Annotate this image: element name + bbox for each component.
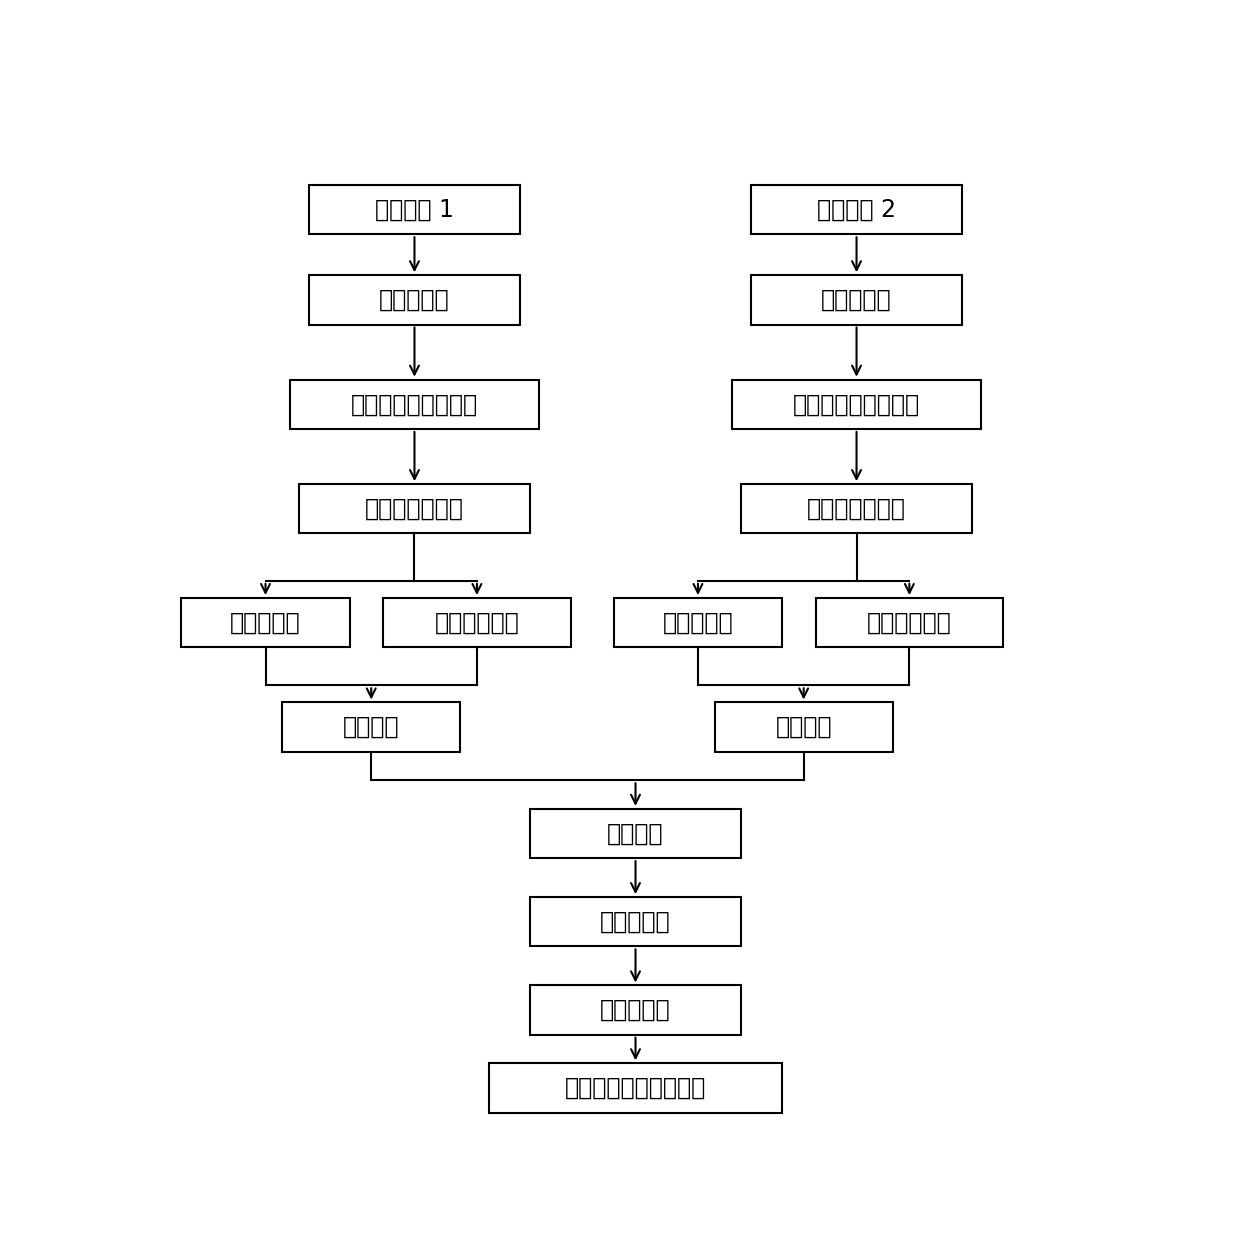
Text: 特征点匹配: 特征点匹配: [600, 997, 671, 1022]
Text: 原始图像 2: 原始图像 2: [817, 197, 897, 222]
FancyBboxPatch shape: [290, 380, 539, 429]
FancyBboxPatch shape: [751, 185, 962, 234]
Text: 权值分配: 权值分配: [343, 715, 399, 739]
Text: 特征点选取: 特征点选取: [600, 910, 671, 933]
FancyBboxPatch shape: [383, 598, 570, 647]
Text: 巴特沃斯带阻滤波器: 巴特沃斯带阻滤波器: [351, 392, 479, 417]
Text: 傅里叶变换: 傅里叶变换: [379, 287, 450, 312]
FancyBboxPatch shape: [742, 485, 972, 534]
FancyBboxPatch shape: [751, 275, 962, 324]
Text: 原始图像 1: 原始图像 1: [374, 197, 454, 222]
Text: 特征点拼接得到结果图: 特征点拼接得到结果图: [565, 1076, 706, 1100]
FancyBboxPatch shape: [529, 898, 742, 947]
Text: 直方图拉伸: 直方图拉伸: [231, 610, 301, 635]
FancyBboxPatch shape: [529, 809, 742, 858]
FancyBboxPatch shape: [299, 485, 529, 534]
Text: 傅里叶变换: 傅里叶变换: [821, 287, 892, 312]
Text: 权值分配: 权值分配: [775, 715, 832, 739]
FancyBboxPatch shape: [529, 985, 742, 1034]
Text: 直方图拉伸: 直方图拉伸: [662, 610, 733, 635]
FancyBboxPatch shape: [732, 380, 982, 429]
Text: 直方图均衡化: 直方图均衡化: [434, 610, 520, 635]
FancyBboxPatch shape: [309, 275, 521, 324]
Text: 仿射变换: 仿射变换: [608, 821, 663, 846]
Text: 直方图均衡化: 直方图均衡化: [867, 610, 952, 635]
FancyBboxPatch shape: [489, 1063, 782, 1112]
FancyBboxPatch shape: [309, 185, 521, 234]
FancyBboxPatch shape: [816, 598, 1003, 647]
FancyBboxPatch shape: [181, 598, 350, 647]
Text: 巴特沃斯带阻滤波器: 巴特沃斯带阻滤波器: [792, 392, 920, 417]
FancyBboxPatch shape: [283, 703, 460, 752]
Text: 高频非线性增强: 高频非线性增强: [807, 497, 906, 520]
FancyBboxPatch shape: [714, 703, 893, 752]
Text: 高频非线性增强: 高频非线性增强: [365, 497, 464, 520]
FancyBboxPatch shape: [614, 598, 782, 647]
